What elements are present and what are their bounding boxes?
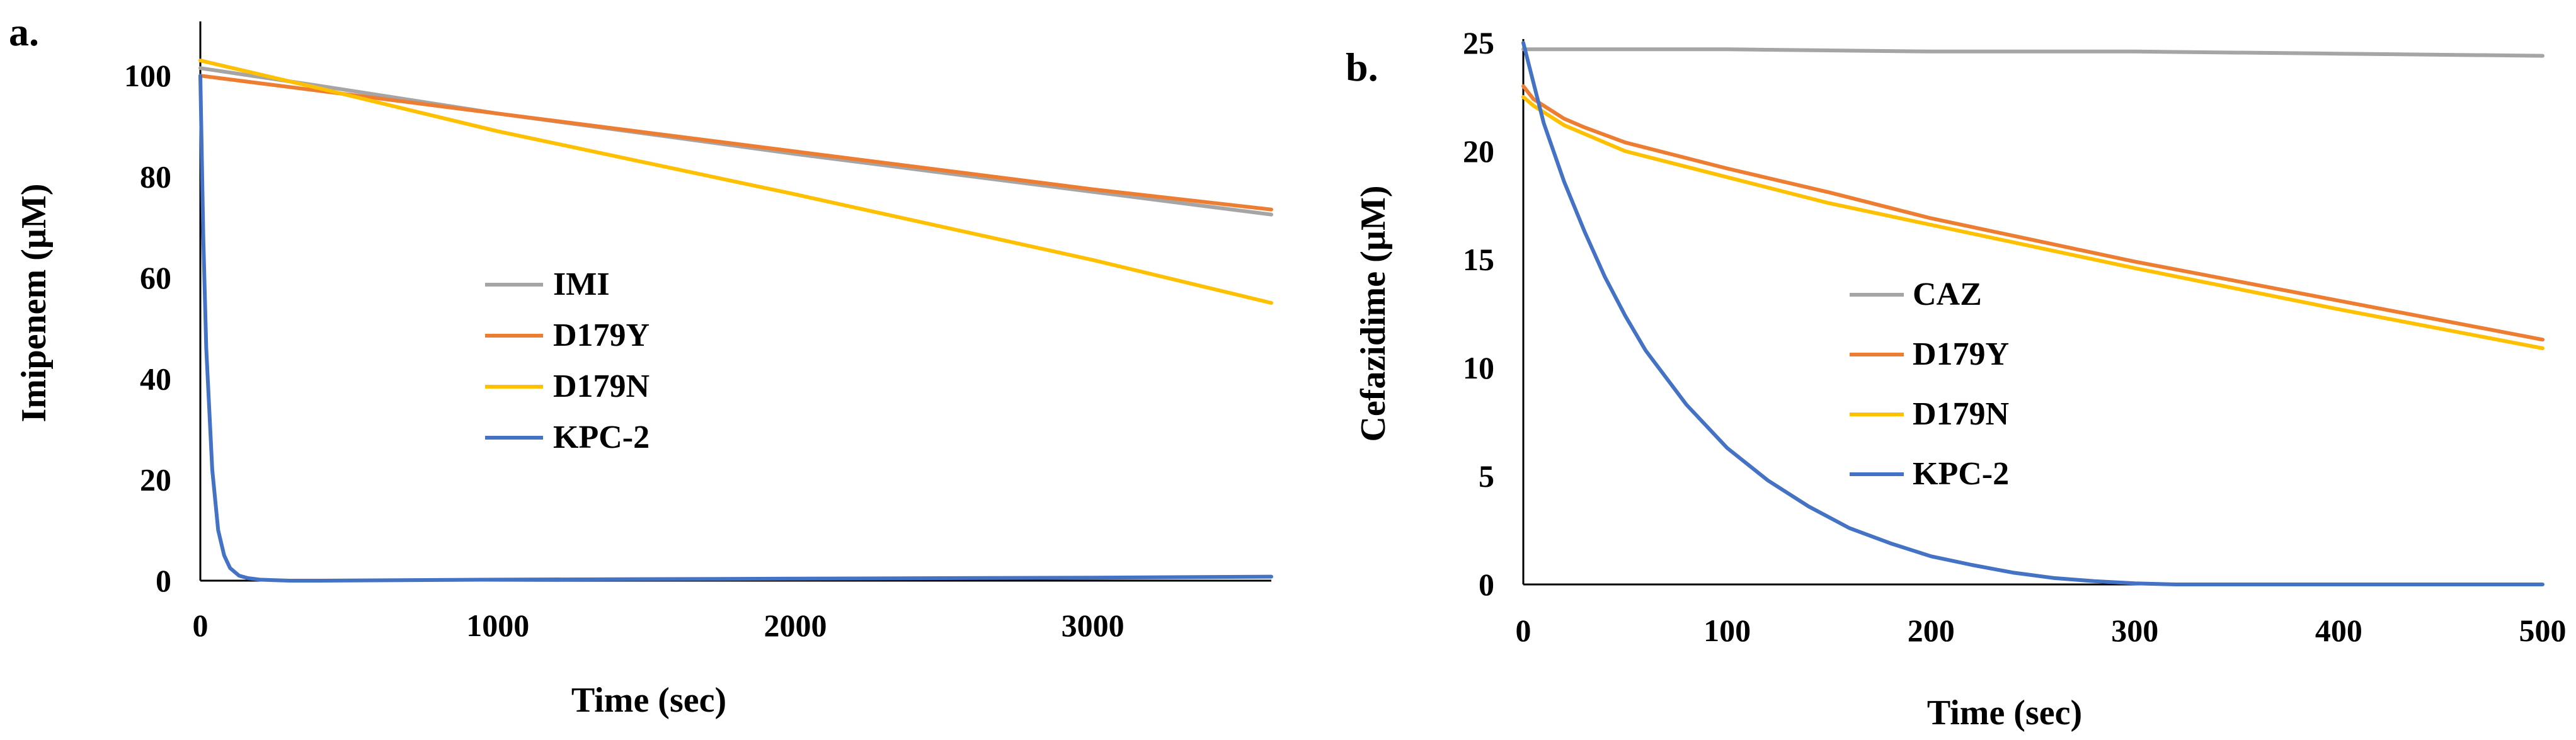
panel-label: b. <box>1346 45 1378 89</box>
x-tick-label: 400 <box>2315 613 2362 648</box>
y-tick-label: 25 <box>1463 25 1494 60</box>
y-tick-label: 0 <box>1479 567 1494 602</box>
x-tick-label: 0 <box>193 608 209 643</box>
y-tick-label: 100 <box>124 58 171 93</box>
x-axis-title: Time (sec) <box>571 681 726 720</box>
x-tick-label: 3000 <box>1062 608 1125 643</box>
legend-label-kpc-2: KPC-2 <box>1913 456 2009 492</box>
series-line-kpc-2 <box>1521 41 2545 586</box>
legend-label-d179y: D179Y <box>1913 336 2009 372</box>
panel-b: b. 0 100 200 300 400 500 0 5 10 15 20 25 Time (sec) Ce… <box>1346 25 2567 732</box>
legend-label-d179y: D179Y <box>553 317 650 353</box>
series-line-d179y <box>198 74 1273 212</box>
y-tick-label: 5 <box>1479 458 1494 494</box>
x-tick-label: 0 <box>1516 613 1531 648</box>
y-tick-label: 15 <box>1463 242 1494 277</box>
y-axis-title: Cefazidime (µM) <box>1354 186 1393 442</box>
y-axis-title: Imipenem (µM) <box>14 183 54 422</box>
legend-label-kpc-2: KPC-2 <box>553 419 650 455</box>
legend-label-d179n: D179N <box>553 368 650 404</box>
x-tick-label: 200 <box>1908 613 1955 648</box>
y-tick-label: 20 <box>1463 134 1494 169</box>
series-line-d179n <box>198 59 1273 305</box>
x-tick-label: 100 <box>1703 613 1751 648</box>
series-line-caz <box>1521 47 2545 58</box>
legend-label-caz: CAZ <box>1913 276 1982 312</box>
series-line-kpc-2 <box>198 74 1273 583</box>
x-axis-title: Time (sec) <box>1927 693 2082 732</box>
y-tick-label: 80 <box>140 159 171 195</box>
y-tick-label: 10 <box>1463 350 1494 385</box>
x-tick-label: 1000 <box>466 608 529 643</box>
series-line-d179y <box>1521 84 2545 342</box>
x-tick-label: 500 <box>2519 613 2567 648</box>
y-tick-label: 40 <box>140 361 171 396</box>
x-tick-label: 2000 <box>764 608 827 643</box>
legend-label-d179n: D179N <box>1913 396 2009 432</box>
panel-label: a. <box>9 9 39 54</box>
y-tick-label: 0 <box>156 563 171 598</box>
legend-label-imi: IMI <box>553 266 610 302</box>
panel-a: a. 0 1000 2000 3000 0 20 40 60 80 100 Time (sec) Imi… <box>9 9 1273 720</box>
x-tick-label: 300 <box>2111 613 2158 648</box>
y-tick-label: 60 <box>140 260 171 295</box>
y-tick-label: 20 <box>140 462 171 498</box>
